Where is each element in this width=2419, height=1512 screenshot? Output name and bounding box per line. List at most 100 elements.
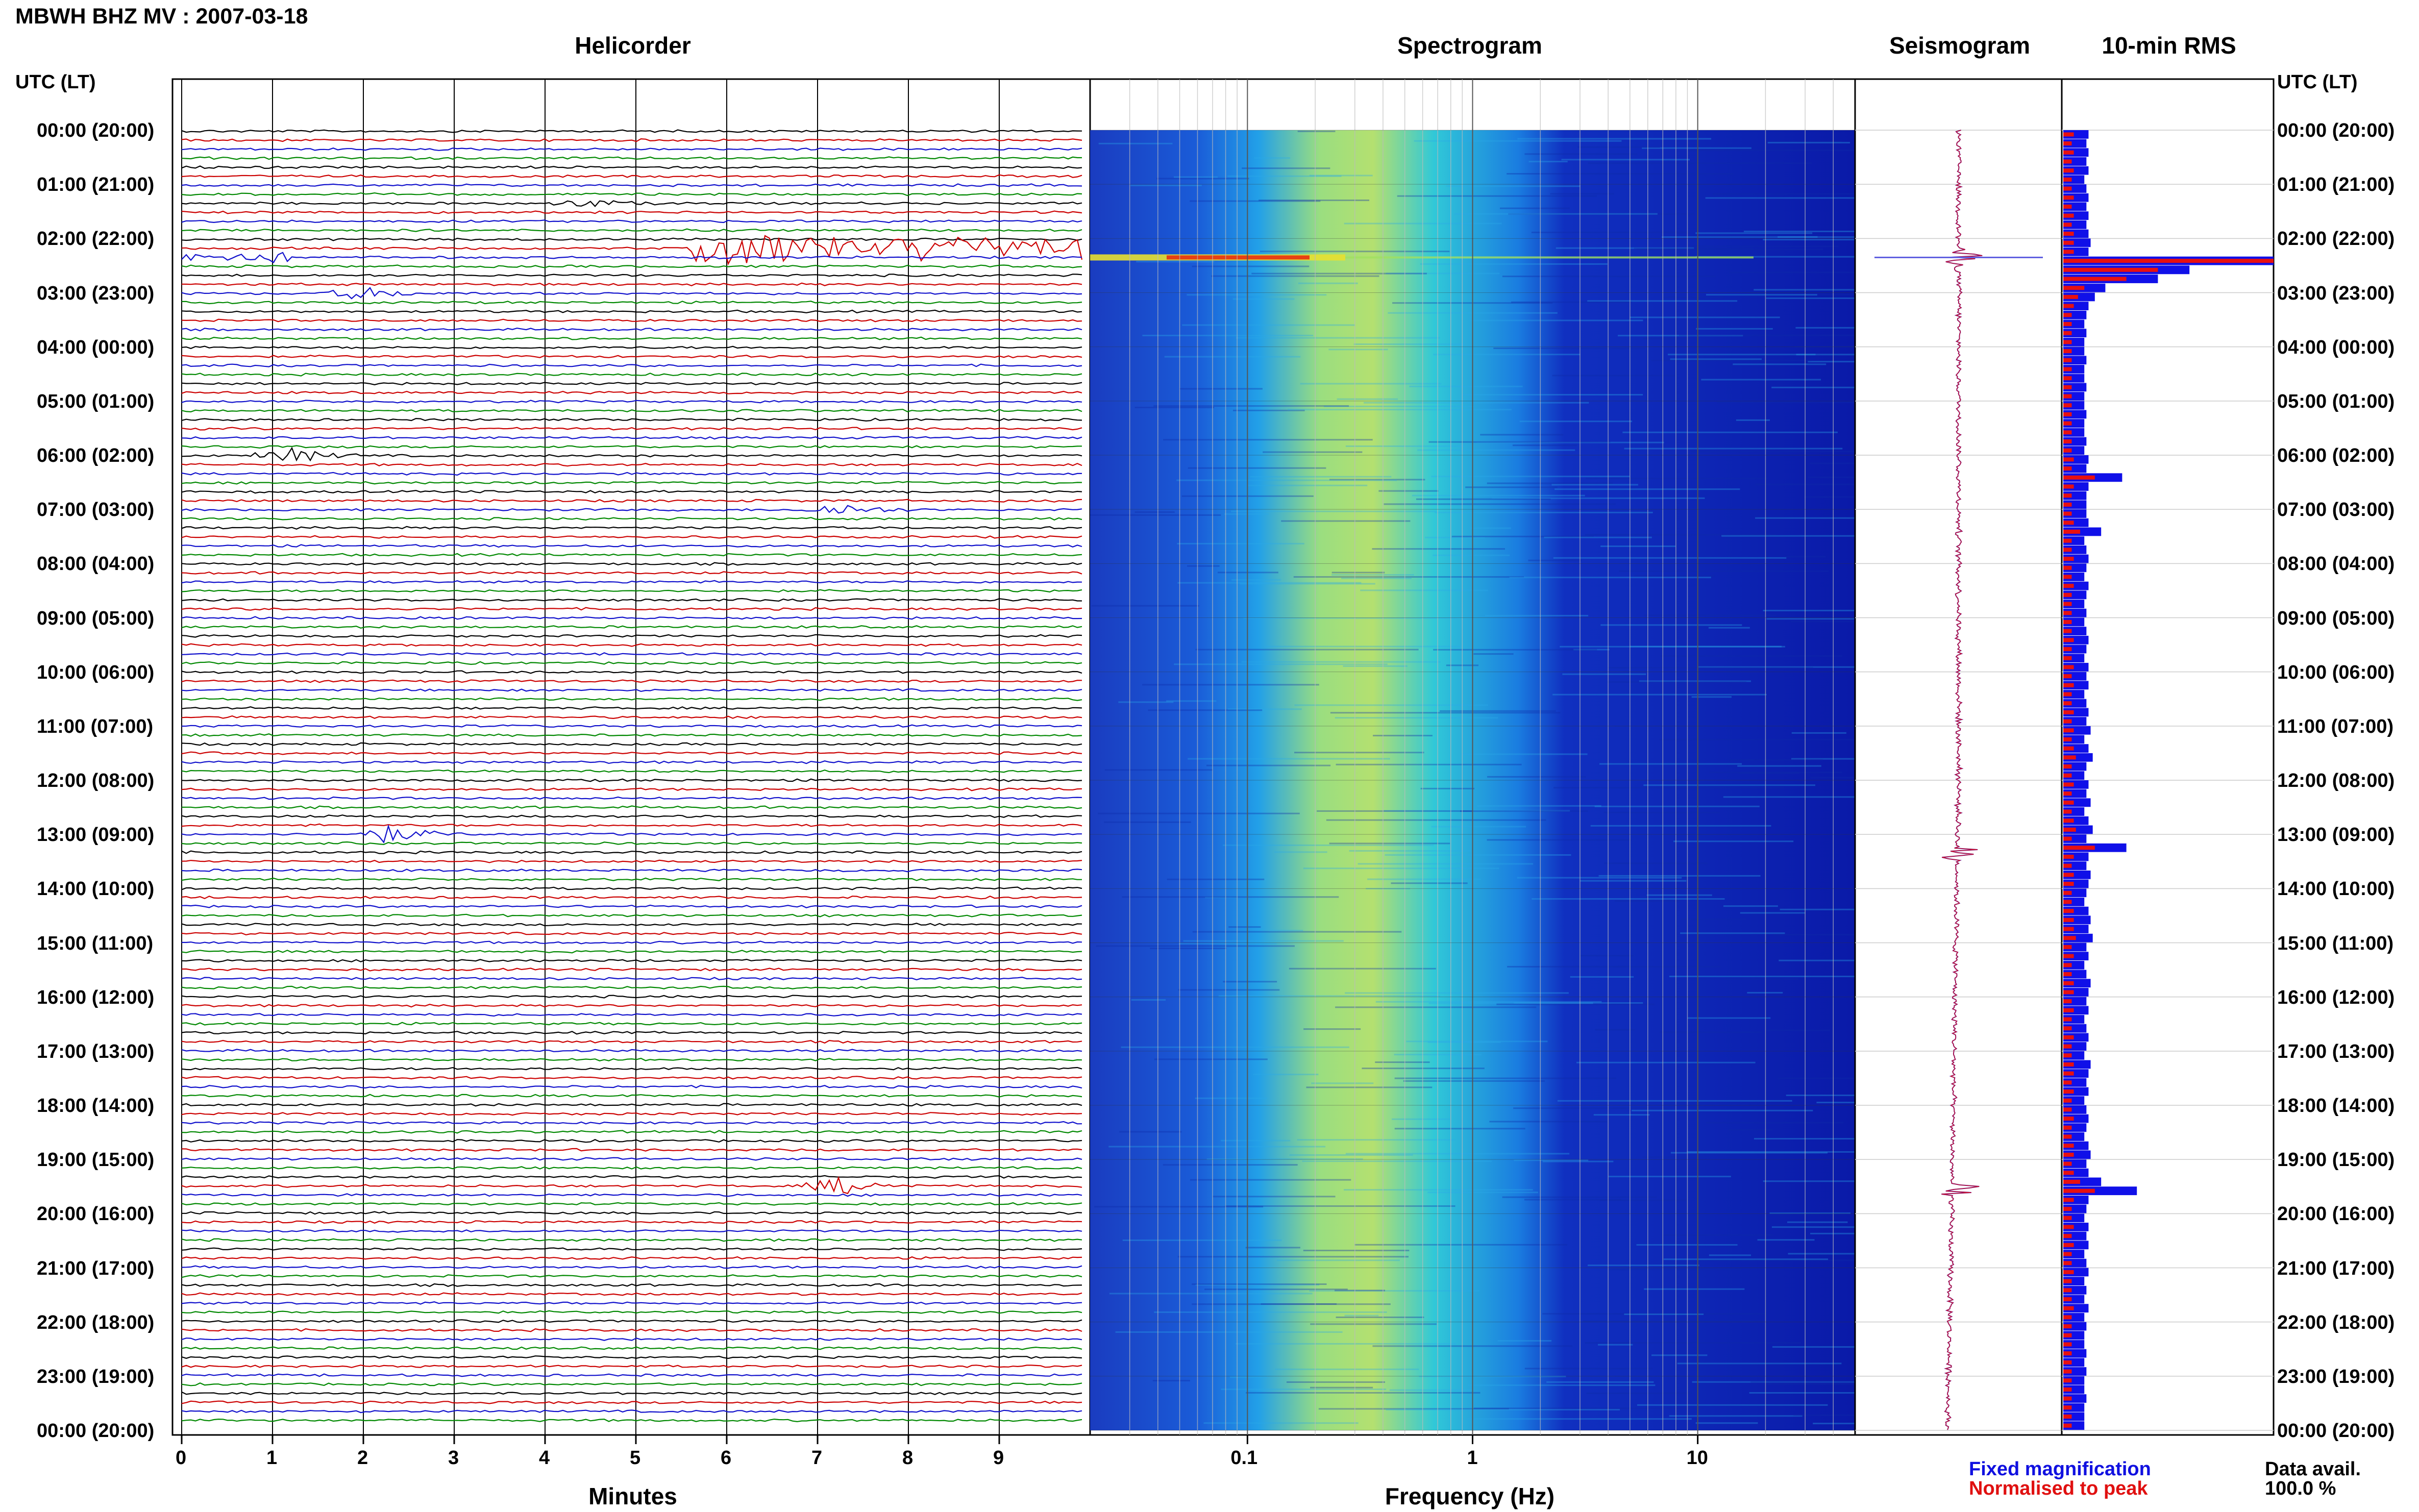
spectrogram-streak — [1511, 301, 1632, 303]
spectrogram-streak — [1431, 476, 1630, 478]
rms-bar-normalised — [2063, 1216, 2072, 1220]
spectrogram-streak — [1651, 1354, 1708, 1356]
spectrogram-streak — [1265, 646, 1461, 648]
rms-bar-normalised — [2063, 1179, 2080, 1184]
rms-bar-fixed — [2063, 310, 2087, 319]
spectrogram-streak — [1335, 1290, 1386, 1292]
rms-bar-normalised — [2063, 1333, 2072, 1337]
rms-bar-normalised — [2063, 493, 2072, 498]
rms-bar-fixed — [2063, 816, 2089, 825]
spectrogram-streak — [1329, 479, 1425, 481]
spectrogram-streak — [1293, 576, 1524, 578]
spectrogram-streak — [1717, 402, 1860, 404]
spectrogram-streak — [1709, 772, 1842, 774]
rms-bar-fixed — [2063, 337, 2085, 346]
spectrogram-streak — [1335, 1006, 1537, 1008]
spectrogram-streak — [1211, 275, 1379, 277]
spectrogram-streak — [1330, 712, 1561, 714]
spectrogram-streak — [1227, 708, 1302, 710]
rms-bar-fixed — [2063, 491, 2087, 500]
time-label-right: 07:00 (03:00) — [2277, 499, 2395, 521]
spectrogram-streak — [1297, 1139, 1455, 1141]
helicorder-trace — [181, 877, 1082, 881]
spectrogram-streak — [1303, 1028, 1361, 1030]
rms-bar-normalised — [2063, 755, 2076, 760]
rms-bar-normalised — [2063, 1171, 2074, 1175]
rms-bar-fixed — [2063, 1412, 2085, 1421]
helicorder-trace — [181, 235, 1083, 266]
spectrogram-streak — [1250, 476, 1392, 478]
spectrogram-streak — [1696, 328, 1773, 330]
spectrogram-streak — [1557, 1100, 1792, 1102]
spectrogram-streak — [1669, 1415, 1803, 1417]
rms-bar-normalised — [2063, 1306, 2074, 1310]
spectrogram-streak — [1695, 1422, 1758, 1424]
rms-bar-normalised — [2063, 737, 2072, 741]
helicorder-trace — [181, 274, 1082, 278]
time-label-left: 07:00 (03:00) — [37, 499, 155, 521]
spectrogram-streak — [1460, 810, 1588, 812]
spectrogram-streak — [1517, 877, 1682, 879]
rms-bar-fixed — [2063, 888, 2087, 898]
spectrogram-streak — [1136, 261, 1215, 263]
rms-bar-fixed — [2063, 1358, 2085, 1367]
spectrogram-streak — [1134, 407, 1215, 409]
rms-bar-normalised — [2063, 629, 2072, 633]
rms-bar-normalised — [2063, 1107, 2072, 1112]
rms-bar-normalised — [2063, 719, 2072, 724]
spectrogram-streak — [1454, 213, 1658, 215]
spectrogram-streak — [1607, 1269, 1741, 1271]
spectrogram-streak — [1476, 441, 1664, 443]
spectrogram-streak — [1763, 609, 1940, 611]
rms-bar-fixed — [2063, 1331, 2085, 1340]
rms-bar-fixed — [2063, 1042, 2087, 1051]
rms-bar-normalised — [2063, 936, 2076, 940]
spectrogram-streak — [1750, 1381, 1864, 1383]
rms-bar-normalised — [2063, 836, 2072, 841]
rms-bar-fixed — [2063, 789, 2087, 798]
spectrogram-streak — [1366, 887, 1411, 889]
spectrogram-streak — [1108, 1146, 1326, 1148]
rms-bar-normalised — [2063, 286, 2085, 290]
spectrogram-streak — [1134, 511, 1175, 513]
rms-bar-fixed — [2063, 1186, 2137, 1196]
rms-bar-fixed — [2063, 798, 2091, 807]
spectrogram-streak — [1152, 1380, 1190, 1382]
spectrogram-streak — [1766, 618, 1929, 620]
rms-bar-normalised — [2063, 1405, 2072, 1410]
helicorder-trace — [181, 733, 1082, 737]
spectrogram-streak — [1385, 854, 1571, 856]
helicorder-trace — [181, 447, 1082, 462]
spectrogram-streak — [1174, 176, 1218, 178]
rms-bar-normalised — [2063, 1423, 2072, 1428]
helicorder-trace — [181, 1031, 1082, 1035]
helicorder-trace — [181, 174, 1082, 179]
rms-bar-normalised — [2063, 647, 2072, 651]
spectrogram-streak — [1378, 490, 1439, 492]
rms-bar-fixed — [2063, 690, 2085, 699]
time-label-left: 04:00 (00:00) — [37, 336, 155, 358]
rms-bar-fixed — [2063, 943, 2087, 952]
spectrogram-streak — [1697, 1259, 1858, 1261]
spectrogram-streak — [1345, 992, 1569, 994]
spectrogram-streak — [1235, 1343, 1456, 1345]
helicorder-trace — [181, 1138, 1082, 1143]
helicorder-trace — [181, 1256, 1082, 1260]
spectrogram-streak — [1231, 579, 1281, 581]
spectrogram-streak — [1166, 700, 1217, 702]
spectrogram-streak — [1723, 905, 1778, 907]
rms-bar-fixed — [2063, 771, 2085, 780]
spectrogram-streak — [1154, 1058, 1268, 1060]
rms-bar-fixed — [2063, 1015, 2085, 1024]
spectrogram-title: Spectrogram — [1397, 32, 1542, 59]
spectrogram-streak — [1470, 527, 1511, 529]
time-label-right: 11:00 (07:00) — [2277, 715, 2394, 737]
rms-bar-fixed — [2063, 1159, 2087, 1168]
rms-bar-fixed — [2063, 437, 2087, 446]
rms-bar-fixed — [2063, 536, 2085, 546]
rms-bar-fixed — [2063, 545, 2087, 554]
spectrogram-streak — [1414, 140, 1622, 142]
spectrogram-streak — [1462, 394, 1643, 396]
minute-tick-label: 9 — [993, 1447, 1004, 1469]
helicorder-trace — [181, 373, 1082, 377]
